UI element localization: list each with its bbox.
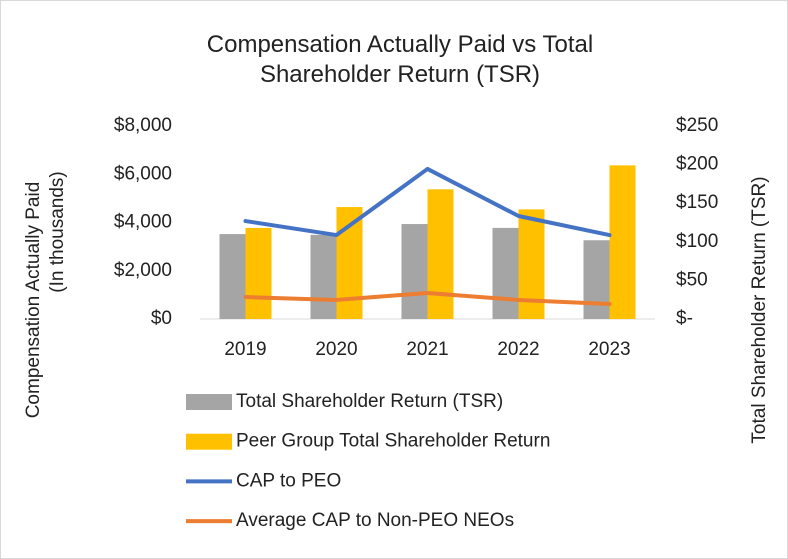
- legend-label: Total Shareholder Return (TSR): [236, 391, 503, 412]
- x-tick-label: 2023: [588, 339, 630, 360]
- x-tick-label: 2019: [224, 339, 266, 360]
- line: [243, 290, 612, 307]
- y-tick-label: $0: [151, 308, 172, 329]
- x-tick-label: 2021: [406, 339, 448, 360]
- bar: [401, 224, 428, 319]
- y-tick-label: $2,000: [114, 260, 172, 281]
- y2-tick-label: $150: [676, 192, 718, 213]
- legend-label: Peer Group Total Shareholder Return: [236, 431, 550, 452]
- bar: [427, 189, 454, 319]
- chart-title: Compensation Actually Paid vs Total Shar…: [206, 31, 594, 88]
- y2-tick-label: $100: [676, 231, 718, 252]
- y2-tick-label: $50: [676, 269, 708, 290]
- line: [243, 166, 612, 238]
- legend-swatch: [186, 433, 232, 450]
- bar: [310, 234, 337, 319]
- bar: [583, 240, 610, 319]
- y2-tick-label: $250: [676, 115, 718, 136]
- y2-tick-label: $200: [676, 154, 718, 175]
- bar: [219, 234, 246, 319]
- y2-axis-label: Total Shareholder Return (TSR): [749, 176, 770, 443]
- legend-label: CAP to PEO: [236, 470, 341, 491]
- x-tick-label: 2022: [497, 339, 539, 360]
- legend-swatch: [186, 394, 232, 410]
- bar: [492, 227, 519, 319]
- y-axis-label: Compensation Actually Paid: [23, 182, 44, 419]
- y-tick-label: $8,000: [114, 115, 172, 136]
- y-tick-label: $6,000: [114, 163, 172, 184]
- x-tick-label: 2020: [315, 339, 357, 360]
- y2-tick-label: $-: [676, 308, 693, 329]
- bar: [609, 165, 636, 319]
- legend-label: Average CAP to Non-PEO NEOs: [236, 510, 514, 531]
- bar: [245, 227, 272, 319]
- y-tick-label: $4,000: [114, 212, 172, 233]
- y-axis-label: (In thousands): [47, 171, 68, 292]
